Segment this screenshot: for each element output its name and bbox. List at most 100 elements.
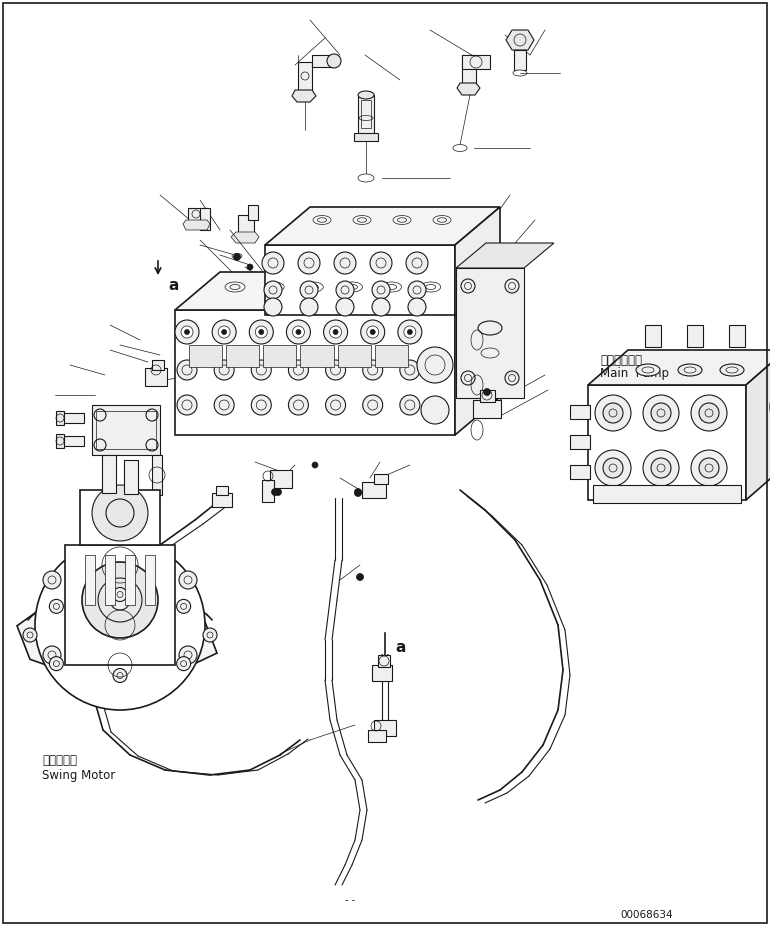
Bar <box>188 208 206 222</box>
Circle shape <box>403 326 416 338</box>
Bar <box>570 405 590 419</box>
Bar <box>337 345 370 367</box>
Bar <box>248 205 258 220</box>
Circle shape <box>298 252 320 274</box>
Circle shape <box>113 587 127 602</box>
Circle shape <box>176 599 191 613</box>
Bar <box>65 545 175 665</box>
Circle shape <box>372 281 390 299</box>
Circle shape <box>272 489 279 495</box>
Polygon shape <box>746 350 770 500</box>
Polygon shape <box>17 588 217 681</box>
Circle shape <box>643 395 679 431</box>
Circle shape <box>330 326 342 338</box>
Circle shape <box>218 326 230 338</box>
Circle shape <box>179 571 197 589</box>
Circle shape <box>177 360 197 380</box>
Circle shape <box>691 450 727 486</box>
Bar <box>124 460 138 494</box>
Bar <box>462 55 490 69</box>
Text: a: a <box>395 641 405 656</box>
Bar <box>62 413 84 423</box>
Circle shape <box>417 347 453 383</box>
Text: 00068634: 00068634 <box>620 910 673 920</box>
Text: Swing Motor: Swing Motor <box>42 769 116 782</box>
Bar <box>265 245 455 315</box>
Circle shape <box>49 599 63 613</box>
Bar <box>105 555 115 605</box>
Circle shape <box>264 281 282 299</box>
Polygon shape <box>175 272 500 310</box>
Circle shape <box>274 489 282 495</box>
Circle shape <box>179 646 197 664</box>
Bar <box>687 325 703 347</box>
Bar <box>570 435 590 449</box>
Bar <box>375 345 408 367</box>
Circle shape <box>181 326 193 338</box>
Circle shape <box>363 360 383 380</box>
Polygon shape <box>183 220 210 230</box>
Bar <box>96 411 156 449</box>
Text: a: a <box>168 278 179 293</box>
Circle shape <box>262 252 284 274</box>
Circle shape <box>293 326 304 338</box>
Ellipse shape <box>232 254 242 258</box>
Bar <box>62 436 84 446</box>
Polygon shape <box>455 272 500 435</box>
Circle shape <box>247 264 253 270</box>
Ellipse shape <box>636 364 660 376</box>
Circle shape <box>113 669 127 682</box>
Bar <box>238 215 254 233</box>
Bar <box>102 455 116 493</box>
Bar <box>358 95 374 135</box>
Circle shape <box>651 458 671 478</box>
Circle shape <box>43 571 61 589</box>
Bar <box>645 325 661 347</box>
Ellipse shape <box>453 144 467 152</box>
Circle shape <box>699 458 719 478</box>
Bar <box>212 493 232 507</box>
Bar <box>92 405 160 455</box>
Text: - -: - - <box>345 895 355 905</box>
Circle shape <box>643 450 679 486</box>
Text: 旋回モータ: 旋回モータ <box>42 754 77 767</box>
Bar <box>570 465 590 479</box>
Ellipse shape <box>358 91 374 99</box>
Circle shape <box>603 458 623 478</box>
Bar <box>374 720 396 736</box>
Polygon shape <box>506 30 534 50</box>
Circle shape <box>23 628 37 642</box>
Circle shape <box>363 395 383 415</box>
Circle shape <box>334 252 356 274</box>
Circle shape <box>421 396 449 424</box>
Circle shape <box>82 562 158 638</box>
Ellipse shape <box>678 364 702 376</box>
Circle shape <box>289 360 309 380</box>
Circle shape <box>484 389 490 395</box>
Bar <box>145 555 155 605</box>
Circle shape <box>333 330 338 334</box>
Circle shape <box>203 628 217 642</box>
Bar <box>361 100 371 128</box>
Circle shape <box>259 330 264 334</box>
Bar <box>56 411 64 425</box>
Circle shape <box>354 489 361 495</box>
Circle shape <box>370 330 375 334</box>
Circle shape <box>336 281 354 299</box>
Circle shape <box>256 326 267 338</box>
Circle shape <box>354 490 361 496</box>
Bar <box>378 655 390 667</box>
Bar <box>175 310 455 435</box>
Circle shape <box>327 54 341 68</box>
Bar <box>593 485 741 503</box>
Circle shape <box>300 281 318 299</box>
Circle shape <box>699 403 719 423</box>
Circle shape <box>92 485 148 541</box>
Circle shape <box>367 326 379 338</box>
Circle shape <box>175 320 199 344</box>
Bar <box>354 133 378 141</box>
Polygon shape <box>265 207 500 245</box>
Ellipse shape <box>720 364 744 376</box>
Circle shape <box>110 590 130 610</box>
Bar <box>462 55 476 85</box>
